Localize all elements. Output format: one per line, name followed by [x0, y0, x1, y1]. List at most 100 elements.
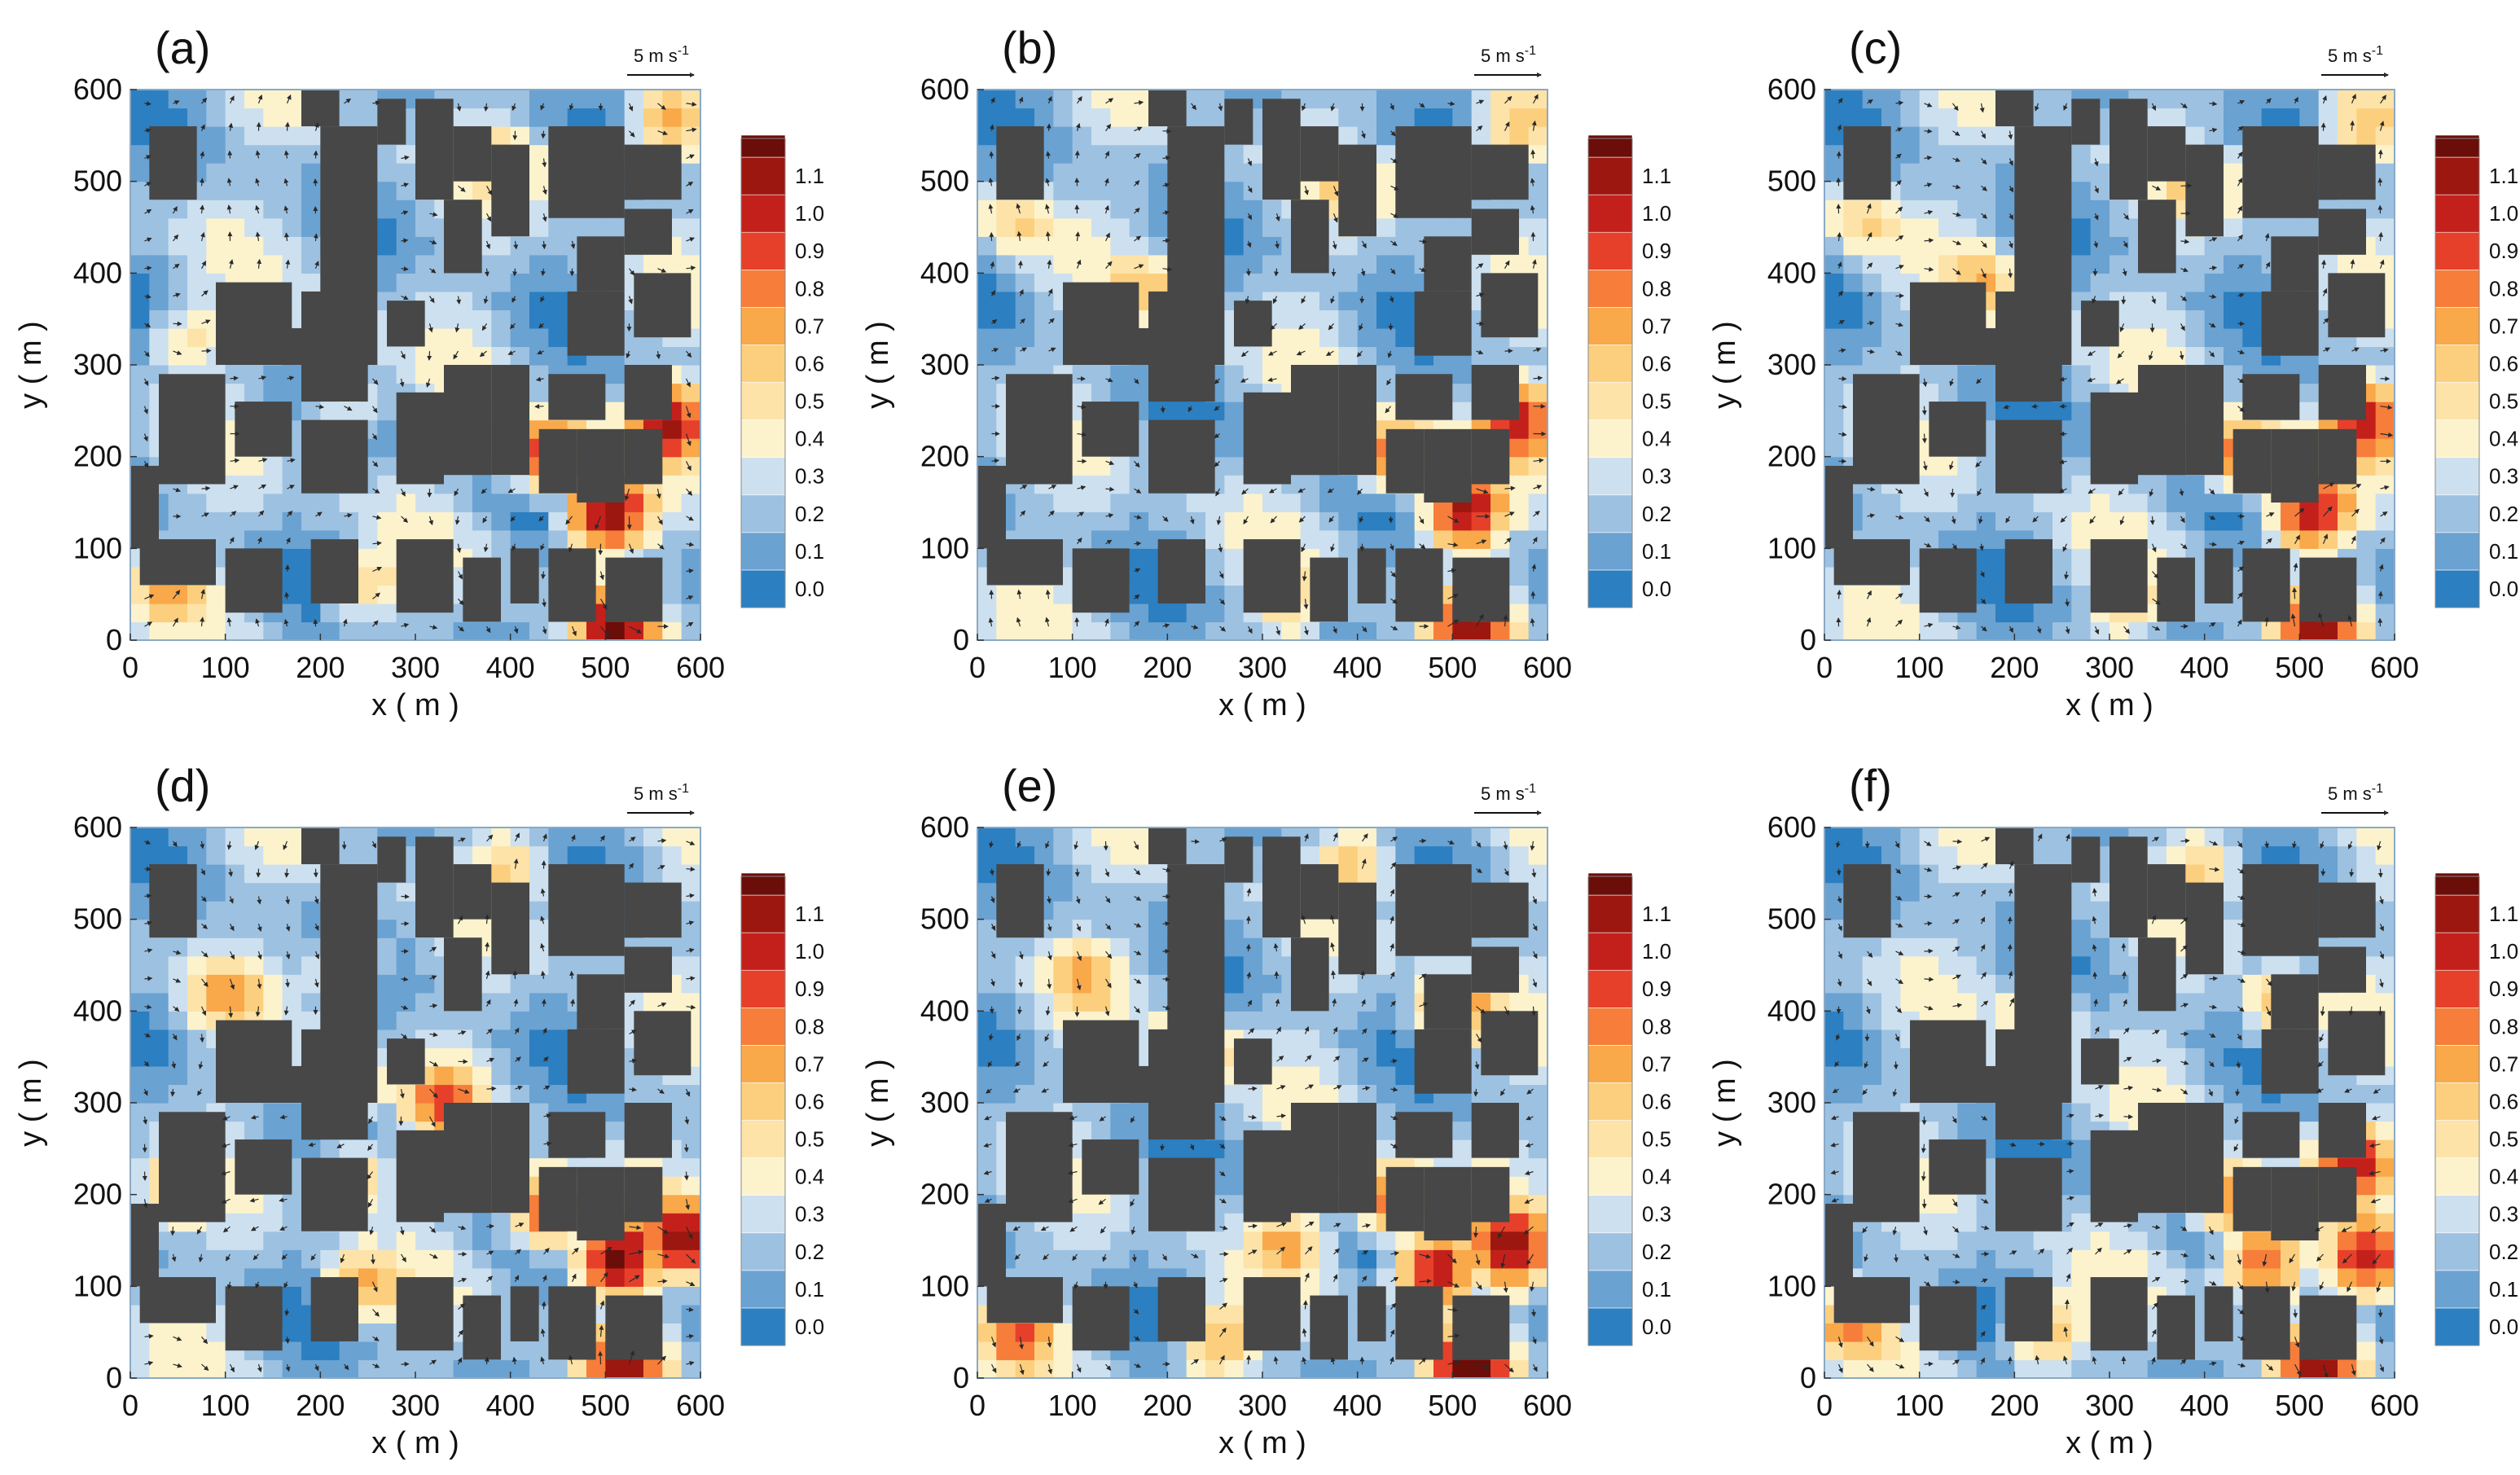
heatmap-cell [2242, 90, 2262, 108]
colorbar-tick-label: 1.0 [1642, 201, 1671, 226]
heatmap-cell [1224, 604, 1244, 622]
heatmap-cell [2224, 145, 2243, 164]
heatmap-cell [2128, 346, 2148, 365]
heatmap-cell [415, 236, 435, 255]
heatmap-cell [1881, 604, 1901, 622]
heatmap-cell [996, 218, 1016, 237]
heatmap-cell [625, 90, 644, 108]
heatmap-cell [377, 1139, 397, 1158]
heatmap-cell [1900, 585, 1920, 604]
heatmap-cell [1863, 255, 1882, 274]
heatmap-cell [996, 1066, 1016, 1085]
heatmap-cell [625, 511, 644, 530]
heatmap-cell [244, 200, 264, 218]
building [311, 1277, 358, 1341]
heatmap-cell [529, 901, 549, 920]
heatmap-cell [2224, 604, 2243, 622]
heatmap-cell [377, 1158, 397, 1177]
heatmap-cell [1529, 621, 1548, 640]
heatmap-cell [1376, 309, 1396, 328]
heatmap-cell [1338, 346, 1358, 365]
heatmap-cell [187, 494, 207, 512]
heatmap-cell [491, 475, 511, 494]
building [397, 1130, 444, 1223]
heatmap-cell [169, 604, 188, 622]
heatmap-cell [244, 1122, 264, 1140]
heatmap-cell [1053, 163, 1073, 182]
heatmap-cell [244, 937, 264, 956]
heatmap-cell [491, 1249, 511, 1268]
heatmap-cell [996, 1359, 1016, 1378]
heatmap-cell [263, 993, 283, 1012]
heatmap-cell [511, 511, 530, 530]
heatmap-cell [529, 1011, 549, 1029]
wind-arrow [1362, 296, 1363, 303]
colorbar-tick-label: 0.6 [795, 351, 824, 375]
heatmap-cell [977, 420, 997, 439]
heatmap-cell [1957, 236, 1977, 255]
heatmap-cell [491, 328, 511, 347]
heatmap-cell [2071, 218, 2091, 237]
heatmap-cell [548, 255, 568, 274]
heatmap-cell [434, 1231, 454, 1250]
heatmap-cell [2205, 530, 2224, 549]
heatmap-cell [415, 1231, 435, 1250]
heatmap-cell [1920, 145, 1939, 164]
heatmap-cell [320, 494, 340, 512]
x-tick-label: 100 [1895, 651, 1944, 684]
heatmap-cell [529, 846, 549, 865]
building [1472, 429, 1510, 485]
heatmap-cell [149, 108, 169, 127]
heatmap-cell [1224, 530, 1244, 549]
heatmap-cell [2356, 457, 2376, 476]
heatmap-cell [511, 1066, 530, 1085]
heatmap-cell [662, 604, 682, 622]
heatmap-cell [397, 1359, 416, 1378]
heatmap-cell [2110, 273, 2129, 292]
heatmap-cell [149, 604, 169, 622]
y-tick-label: 200 [73, 440, 122, 473]
x-tick-label: 100 [201, 1389, 250, 1422]
heatmap-cell [1452, 218, 1472, 237]
heatmap-cell [244, 457, 264, 476]
heatmap-cell [283, 90, 302, 108]
building [1920, 548, 1977, 612]
building [301, 90, 340, 126]
heatmap-cell [2356, 511, 2376, 530]
heatmap-cell [977, 108, 997, 127]
heatmap-cell [283, 1249, 302, 1268]
heatmap-cell [2205, 108, 2224, 127]
heatmap-cell [2014, 604, 2034, 622]
heatmap-cell [529, 1047, 549, 1066]
heatmap-cell [1529, 585, 1548, 604]
heatmap-cell [377, 420, 397, 439]
heatmap-cell [1262, 236, 1282, 255]
heatmap-cell [206, 1341, 226, 1360]
heatmap-cell [491, 255, 511, 274]
heatmap-cell [226, 494, 245, 512]
heatmap-cell [662, 475, 682, 494]
heatmap-cell [1281, 309, 1301, 328]
heatmap-cell [1938, 200, 1958, 218]
heatmap-cell [1433, 90, 1453, 108]
colorbar-tick-label: 0.8 [795, 276, 824, 301]
heatmap-cell [1509, 255, 1529, 274]
heatmap-cell [625, 126, 644, 145]
heatmap-cell [1205, 511, 1225, 530]
heatmap-cell [1529, 457, 1548, 476]
heatmap-cell [130, 328, 150, 347]
heatmap-cell [434, 511, 454, 530]
heatmap-cell [244, 901, 264, 920]
heatmap-cell [586, 1268, 606, 1287]
heatmap-cell [2376, 384, 2395, 402]
colorbar-bin [741, 270, 785, 307]
heatmap-cell [1262, 494, 1282, 512]
heatmap-cell [586, 846, 606, 865]
colorbar-tick-label: 1.1 [795, 164, 824, 188]
heatmap-cell [1130, 585, 1149, 604]
heatmap-cell [529, 511, 549, 530]
heatmap-cell [244, 108, 264, 127]
y-tick-label: 600 [73, 810, 122, 844]
heatmap-cell [472, 494, 492, 512]
wind-arrow [429, 351, 430, 360]
